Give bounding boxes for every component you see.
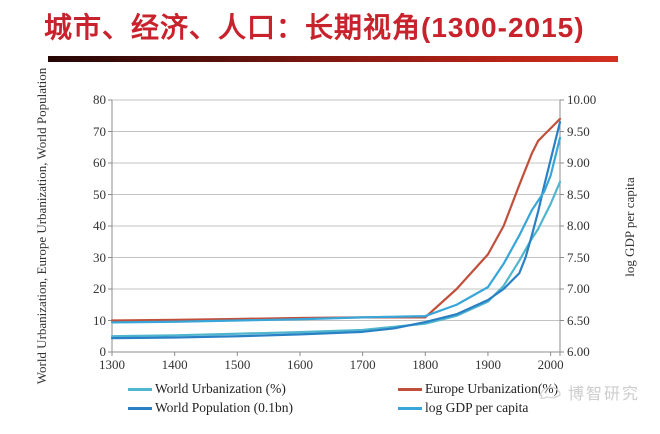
legend-swatch-world-population: [128, 406, 152, 410]
y-left-tick-label: 10: [93, 312, 106, 328]
y-left-tick-label: 20: [93, 281, 106, 296]
series-line-1-world-population-0-1bn: [110, 120, 562, 340]
left-axis-title: World Urbanization, Europe Urbanization,…: [34, 67, 49, 385]
x-tick-label: 1800: [412, 357, 439, 372]
x-tick-label: 1300: [99, 357, 125, 372]
y-left-tick-label: 50: [93, 186, 106, 202]
y-left-tick-label: 80: [93, 92, 106, 107]
title-underline-bar: [48, 56, 618, 62]
watermark-logo-icon: [539, 386, 561, 400]
y-right-tick-label: 9.50: [567, 123, 590, 139]
y-right-tick-label: 8.00: [567, 218, 590, 233]
watermark: 博智研究: [538, 380, 640, 404]
series-line-0-world-urbanization: [110, 180, 562, 338]
y-left-tick-label: 0: [99, 344, 107, 359]
right-axis-title: log GDP per capita: [622, 177, 637, 277]
y-left-tick-label: 30: [93, 249, 106, 265]
legend-label: World Urbanization (%): [155, 381, 286, 396]
y-right-tick-label: 8.50: [567, 186, 590, 202]
legend-swatch-log-gdp: [398, 406, 422, 410]
y-right-tick-label: 9.00: [567, 155, 590, 170]
y-right-tick-label: 10.00: [567, 92, 597, 107]
y-left-tick-label: 60: [93, 155, 106, 170]
x-tick-label: 1600: [286, 357, 313, 372]
x-tick-label: 2000: [537, 357, 564, 372]
x-tick-label: 1500: [224, 357, 251, 372]
legend-label: log GDP per capita: [425, 400, 529, 415]
legend-item-world-population: World Population (0.1bn): [128, 400, 293, 416]
legend-swatch-world-urbanization: [128, 387, 152, 391]
y-right-tick-label: 6.50: [567, 312, 590, 328]
y-right-tick-label: 6.00: [567, 344, 590, 359]
legend-label: World Population (0.1bn): [155, 400, 294, 415]
legend-item-europe-urbanization: Europe Urbanization(%): [398, 381, 558, 397]
y-left-tick-label: 40: [93, 218, 106, 233]
x-tick-label: 1400: [161, 357, 188, 372]
page-title: 城市、经济、人口：长期视角(1300-2015): [44, 12, 585, 43]
legend-label: Europe Urbanization(%): [425, 381, 559, 396]
legend-swatch-europe-urbanization: [398, 387, 422, 391]
x-tick-label: 1900: [474, 357, 501, 372]
watermark-text: 博智研究: [568, 386, 641, 403]
legend-item-world-urbanization: World Urbanization (%): [128, 381, 286, 397]
y-left-tick-label: 70: [93, 123, 106, 139]
legend-item-log-gdp: log GDP per capita: [398, 400, 528, 416]
y-right-tick-label: 7.50: [567, 249, 590, 265]
x-tick-label: 1700: [349, 357, 376, 372]
series-line-3-log-gdp-per-capita: [110, 136, 562, 324]
y-right-tick-label: 7.00: [567, 281, 590, 296]
series-line-2-europe-urbanization: [110, 117, 562, 322]
